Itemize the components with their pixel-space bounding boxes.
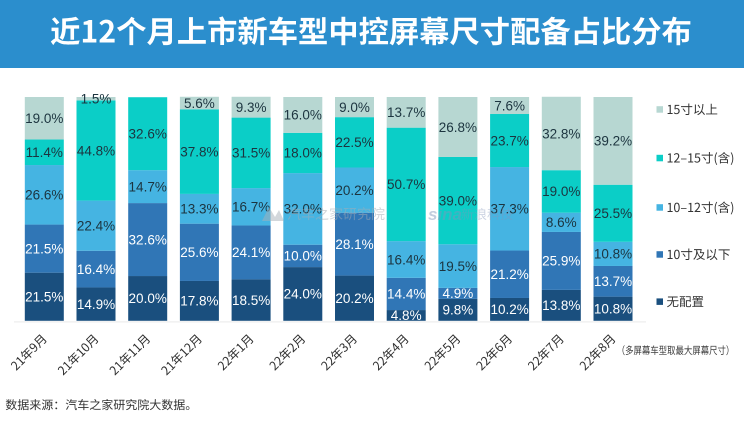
svg-text:13.8%: 13.8% (542, 298, 580, 313)
svg-text:22.5%: 22.5% (335, 135, 373, 150)
svg-text:13.7%: 13.7% (387, 105, 425, 120)
svg-text:24.0%: 24.0% (284, 287, 322, 302)
svg-text:32.0%: 32.0% (284, 202, 322, 217)
svg-text:13.3%: 13.3% (180, 202, 218, 217)
svg-text:25.5%: 25.5% (594, 206, 632, 221)
svg-text:31.5%: 31.5% (232, 146, 270, 161)
svg-text:39.2%: 39.2% (594, 134, 632, 149)
svg-text:18.5%: 18.5% (232, 293, 270, 308)
svg-text:50.7%: 50.7% (387, 177, 425, 192)
svg-text:4.8%: 4.8% (391, 308, 422, 323)
svg-text:11.4%: 11.4% (26, 145, 63, 160)
svg-text:16.7%: 16.7% (232, 200, 270, 215)
svg-text:19.5%: 19.5% (439, 259, 477, 274)
svg-text:25.6%: 25.6% (180, 245, 218, 260)
svg-text:32.8%: 32.8% (542, 126, 580, 141)
svg-text:16.4%: 16.4% (77, 262, 115, 277)
svg-text:19.0%: 19.0% (25, 111, 63, 126)
svg-text:1.5%: 1.5% (81, 92, 112, 107)
svg-text:10.8%: 10.8% (594, 302, 632, 317)
svg-text:14.9%: 14.9% (77, 297, 115, 312)
svg-text:5.6%: 5.6% (184, 96, 215, 111)
svg-text:9.3%: 9.3% (236, 100, 267, 115)
svg-text:37.8%: 37.8% (180, 144, 218, 159)
svg-text:9.8%: 9.8% (443, 303, 474, 318)
svg-text:20.2%: 20.2% (335, 183, 373, 198)
svg-text:44.8%: 44.8% (77, 143, 115, 158)
svg-text:14.7%: 14.7% (129, 179, 167, 194)
svg-text:10.2%: 10.2% (490, 302, 528, 317)
svg-text:22.4%: 22.4% (77, 219, 115, 234)
svg-text:39.0%: 39.0% (439, 193, 477, 208)
svg-text:19.0%: 19.0% (542, 184, 580, 199)
svg-text:20.0%: 20.0% (129, 291, 167, 306)
svg-text:14.4%: 14.4% (387, 287, 425, 302)
svg-text:7.6%: 7.6% (494, 98, 525, 113)
svg-text:21.5%: 21.5% (25, 241, 63, 256)
svg-text:sina: sina (428, 205, 462, 224)
svg-text:9.0%: 9.0% (339, 100, 370, 115)
svg-text:37.3%: 37.3% (490, 202, 528, 217)
svg-text:4.9%: 4.9% (443, 286, 474, 301)
svg-text:18.0%: 18.0% (284, 146, 322, 161)
svg-text:21.2%: 21.2% (490, 267, 528, 282)
svg-text:32.6%: 32.6% (129, 127, 167, 142)
svg-text:26.6%: 26.6% (25, 188, 63, 203)
svg-text:26.8%: 26.8% (439, 120, 477, 135)
svg-text:10.0%: 10.0% (284, 249, 322, 264)
svg-text:20.2%: 20.2% (335, 291, 373, 306)
svg-text:32.6%: 32.6% (129, 232, 167, 247)
svg-text:21.5%: 21.5% (25, 290, 63, 305)
svg-text:24.1%: 24.1% (232, 245, 270, 260)
svg-text:25.9%: 25.9% (542, 254, 580, 269)
svg-text:10.8%: 10.8% (594, 247, 632, 262)
svg-text:13.7%: 13.7% (594, 274, 632, 289)
svg-text:28.1%: 28.1% (335, 237, 373, 252)
svg-text:16.4%: 16.4% (387, 252, 425, 267)
svg-text:8.6%: 8.6% (546, 215, 577, 230)
svg-text:17.8%: 17.8% (180, 294, 218, 309)
svg-text:23.7%: 23.7% (490, 133, 528, 148)
svg-text:16.0%: 16.0% (284, 108, 322, 123)
